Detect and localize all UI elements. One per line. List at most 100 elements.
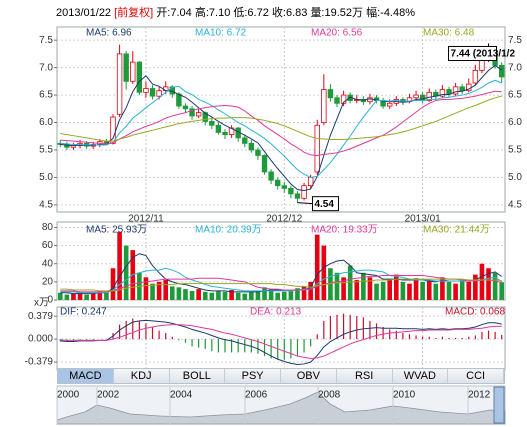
volume-bar bbox=[242, 293, 248, 300]
annotation-text: 4.54 bbox=[314, 199, 334, 210]
volume-bar bbox=[163, 280, 169, 300]
y-tick-label: 60 bbox=[42, 240, 54, 251]
candle-body bbox=[116, 53, 123, 115]
volume-bar bbox=[84, 294, 89, 300]
volume-bar bbox=[367, 277, 373, 300]
y-tick-label: 0 bbox=[47, 295, 53, 306]
y-tick-label: 6.5 bbox=[39, 90, 53, 101]
candle-body bbox=[307, 177, 314, 187]
candle-body bbox=[143, 88, 149, 93]
annotation-box bbox=[448, 45, 498, 61]
volume-bar bbox=[255, 290, 261, 300]
low-annotation: 4.54 bbox=[297, 196, 339, 212]
volume-bar bbox=[433, 283, 439, 300]
legend-entry: MA5: 6.96 bbox=[86, 28, 132, 39]
ma-line bbox=[60, 95, 502, 142]
volume-bar bbox=[314, 234, 320, 300]
volume-bar bbox=[169, 286, 175, 300]
indicator-tab[interactable]: KDJ bbox=[114, 369, 170, 383]
adjust-mode[interactable]: [前复权] bbox=[114, 7, 154, 19]
y-tick-label: 5.0 bbox=[39, 172, 53, 183]
volume-bar bbox=[295, 288, 300, 300]
indicator-tab[interactable]: MACD bbox=[58, 369, 114, 383]
volume-bar bbox=[420, 281, 425, 300]
quote-date: 2013/01/22 bbox=[56, 7, 112, 19]
volume-bar bbox=[321, 245, 327, 300]
quote-field: 幅:-4.48% bbox=[366, 7, 416, 19]
volume-bar bbox=[341, 277, 346, 300]
volume-bar bbox=[143, 277, 149, 300]
y-tick-label-right: 5.5 bbox=[508, 145, 522, 156]
volume-bar bbox=[176, 287, 182, 300]
volume-bar bbox=[229, 290, 234, 300]
panel-frame bbox=[56, 306, 506, 371]
y-tick-label: 40 bbox=[42, 258, 54, 269]
volume-bar bbox=[334, 272, 340, 300]
macd-line bbox=[60, 324, 502, 359]
volume-bar bbox=[202, 291, 208, 300]
volume-bar bbox=[90, 293, 96, 300]
y-tick-label-right: 4.5 bbox=[508, 200, 522, 211]
candle-body bbox=[294, 193, 301, 199]
legend-entry: DEA: 0.213 bbox=[250, 307, 302, 318]
volume-bar bbox=[104, 291, 109, 300]
volume-bar bbox=[400, 281, 406, 300]
candle-body bbox=[268, 171, 274, 181]
volume-bar bbox=[222, 291, 228, 300]
high-annotation: 7.44 (2013/1/2 bbox=[448, 43, 515, 61]
y-tick-label: 7.5 bbox=[39, 35, 53, 46]
candle-body bbox=[182, 105, 189, 110]
volume-bar bbox=[183, 289, 188, 300]
candle-body bbox=[209, 121, 215, 126]
volume-bar bbox=[453, 283, 458, 300]
volume-bar bbox=[413, 278, 419, 300]
timeline-year: 2002 bbox=[97, 390, 120, 401]
volume-bar bbox=[387, 280, 393, 300]
volume-bar bbox=[262, 287, 267, 300]
x-tick-label: 2012/11 bbox=[128, 214, 164, 225]
candle-body bbox=[446, 89, 452, 95]
volume-bar bbox=[97, 290, 103, 300]
volume-ma-line bbox=[60, 267, 502, 294]
volume-bar bbox=[308, 281, 313, 300]
quote-field: 低:6.72 bbox=[233, 7, 269, 19]
volume-bar bbox=[275, 292, 281, 300]
volume-bar bbox=[374, 283, 379, 300]
indicator-tab[interactable]: BOLL bbox=[170, 369, 226, 383]
volume-unit: x万 bbox=[34, 298, 49, 309]
candle-body bbox=[149, 88, 156, 97]
volume-bar bbox=[380, 281, 386, 300]
indicator-tab[interactable]: CCI bbox=[448, 369, 504, 383]
y-tick-label: 6.0 bbox=[39, 117, 53, 128]
candle-body bbox=[327, 89, 334, 99]
candle-body bbox=[321, 89, 327, 123]
annotation-leader bbox=[297, 202, 313, 205]
volume-bar bbox=[216, 290, 221, 300]
volume-bar bbox=[288, 290, 294, 300]
timeline-handle[interactable] bbox=[493, 386, 505, 424]
indicator-tab[interactable]: RSI bbox=[337, 369, 393, 383]
legend-entry: DIF: 0.247 bbox=[60, 307, 107, 318]
candle-body bbox=[301, 185, 307, 199]
candle-body bbox=[413, 94, 419, 99]
indicator-tab[interactable]: PSY bbox=[225, 369, 281, 383]
timeline-year: 2012 bbox=[468, 390, 491, 401]
quote-header: 2013/01/22 [前复权] 开:7.04 高:7.10 低:6.72 收:… bbox=[56, 4, 415, 20]
y-tick-label: 4.5 bbox=[39, 200, 53, 211]
ma-line bbox=[60, 90, 502, 156]
ma-line bbox=[60, 79, 502, 178]
x-tick-label: 2013/01 bbox=[405, 214, 442, 225]
y-tick-label: 0.379 bbox=[28, 311, 53, 322]
volume-bar bbox=[57, 292, 63, 300]
quote-field: 收:6.83 bbox=[271, 7, 308, 19]
candle-body bbox=[274, 179, 281, 187]
candle-body bbox=[222, 132, 228, 135]
y-tick-label-right: 6.5 bbox=[508, 90, 522, 101]
volume-bar bbox=[347, 265, 353, 300]
indicator-tab[interactable]: OBV bbox=[281, 369, 337, 383]
candle-body bbox=[314, 124, 320, 173]
indicator-tab[interactable]: WVAD bbox=[393, 369, 449, 383]
volume-bar bbox=[492, 272, 498, 300]
y-tick-label: 80 bbox=[42, 222, 54, 233]
